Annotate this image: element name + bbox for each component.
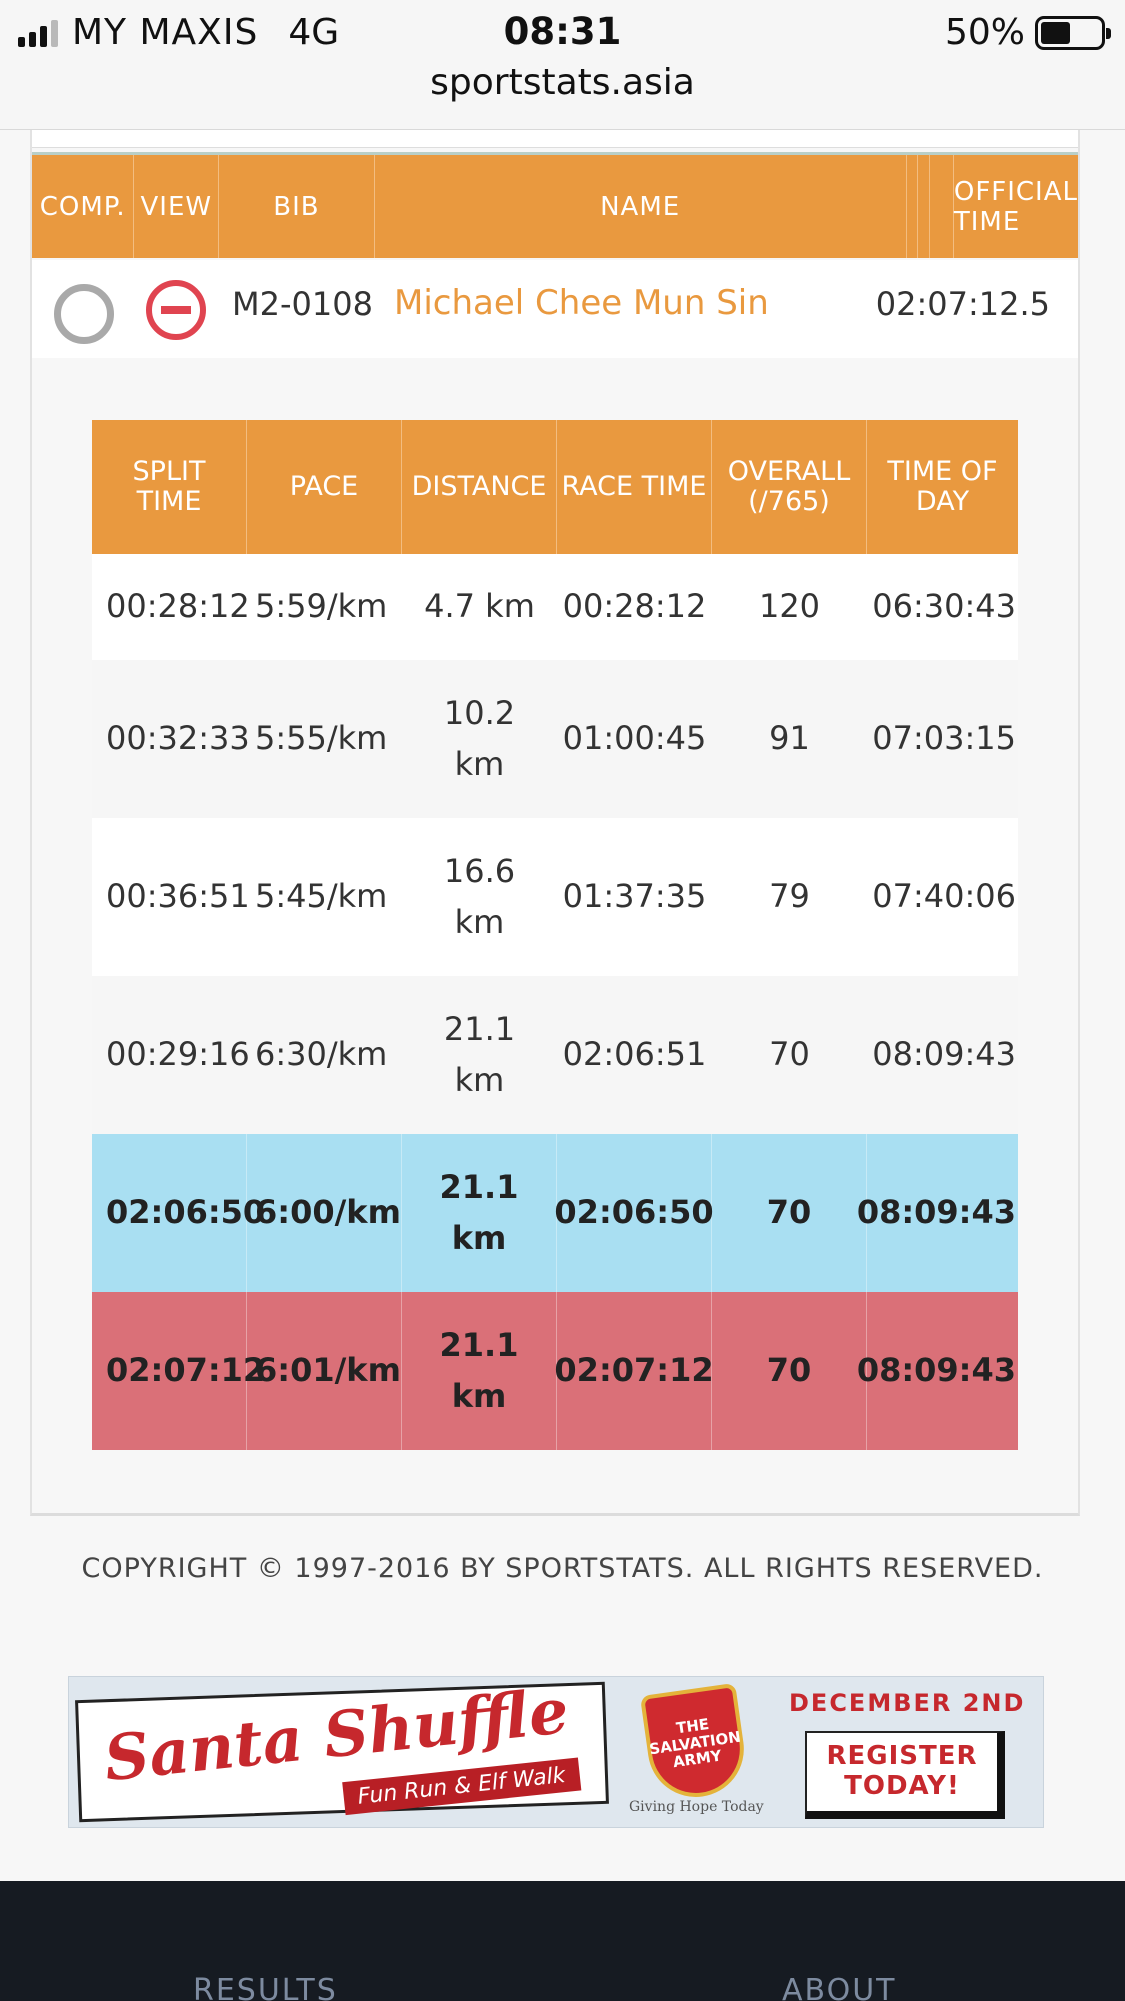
athlete-row xyxy=(32,260,1078,358)
header-pace: PACE xyxy=(247,420,402,554)
header-bib[interactable]: BIB xyxy=(219,155,375,258)
battery-level xyxy=(1041,21,1070,44)
cell-time-of-day: 08:09:43 xyxy=(856,1351,1016,1390)
split-row-finish-chip: 02:06:50 6:00/km 21.1 km 02:06:50 70 08:… xyxy=(92,1134,1018,1292)
splits-header: SPLIT TIME PACE DISTANCE RACE TIME OVERA… xyxy=(92,420,1018,554)
cell-split-time: 02:06:50 xyxy=(92,1134,265,1292)
cell-distance: 21.1 km xyxy=(443,1009,516,1099)
header-spacer xyxy=(930,155,954,258)
status-bar: MY MAXIS 4G 08:31 50% sportstats.asia xyxy=(0,0,1125,130)
battery-icon xyxy=(1035,15,1111,50)
split-row: 00:29:16 6:30/km 21.1 km 02:06:51 70 08:… xyxy=(92,976,1018,1134)
cell-pace: 5:59/km xyxy=(255,587,388,626)
compare-radio[interactable] xyxy=(54,284,114,344)
header-distance: DISTANCE xyxy=(402,420,557,554)
footer-link-results[interactable]: RESULTS xyxy=(193,1973,338,2001)
cell-race-time: 02:06:51 xyxy=(562,1035,707,1074)
status-left: MY MAXIS 4G xyxy=(18,12,339,53)
split-row: 00:32:33 5:55/km 10.2 km 01:00:45 91 07:… xyxy=(92,660,1018,818)
cell-race-time: 01:00:45 xyxy=(562,719,707,758)
ad-tagline: Giving Hope Today xyxy=(629,1799,764,1815)
athlete-name-link[interactable]: Michael Chee Mun Sin xyxy=(394,283,769,323)
cell-distance: 10.2 km xyxy=(443,693,516,783)
battery-percent: 50% xyxy=(944,12,1025,53)
cell-race-time: 02:07:12 xyxy=(554,1292,714,1450)
cell-split-time: 02:07:12 xyxy=(92,1292,265,1450)
cell-time-of-day: 07:40:06 xyxy=(872,877,1016,916)
athlete-official-time: 02:07:12.5 xyxy=(875,285,1050,323)
results-table-header: COMP. VIEW BIB NAME OFFICIAL TIME xyxy=(32,152,1078,258)
cell-time-of-day: 08:09:43 xyxy=(872,1035,1016,1074)
header-official-time[interactable]: OFFICIAL TIME xyxy=(953,176,1078,237)
header-view[interactable]: VIEW xyxy=(134,155,220,258)
header-spacer xyxy=(918,155,931,258)
carrier-label: MY MAXIS xyxy=(72,12,259,53)
cell-overall: 70 xyxy=(769,1035,810,1074)
cell-pace: 5:55/km xyxy=(255,719,388,758)
cell-pace: 5:45/km xyxy=(255,877,388,916)
header-name[interactable]: NAME xyxy=(375,155,907,258)
cell-pace: 6:30/km xyxy=(255,1035,388,1074)
copyright-text: COPYRIGHT © 1997-2016 BY SPORTSTATS. ALL… xyxy=(81,1553,1044,1584)
cell-overall: 120 xyxy=(758,587,821,626)
ad-banner[interactable]: Santa Shuffle Fun Run & Elf Walk THE SAL… xyxy=(68,1676,1044,1828)
panel-top-border xyxy=(32,130,1078,148)
cell-race-time: 01:37:35 xyxy=(562,877,707,916)
header-spacer xyxy=(907,155,919,258)
cell-overall: 70 xyxy=(712,1134,867,1292)
cell-time-of-day: 06:30:43 xyxy=(872,587,1016,626)
header-overall: OVERALL (/765) xyxy=(712,420,867,554)
header-split-time: SPLIT TIME xyxy=(92,420,247,554)
status-right: 50% xyxy=(944,12,1111,53)
signal-icon xyxy=(18,19,58,47)
cell-split-time: 00:32:33 xyxy=(106,719,250,758)
header-race-time: RACE TIME xyxy=(557,420,712,554)
footer-link-about[interactable]: ABOUT xyxy=(782,1973,897,2001)
split-row: 00:28:12 5:59/km 4.7 km 00:28:12 120 06:… xyxy=(92,554,1018,660)
athlete-bib: M2-0108 xyxy=(232,285,373,323)
cell-overall: 70 xyxy=(712,1292,867,1450)
address-bar-url[interactable]: sportstats.asia xyxy=(430,62,695,103)
cell-distance: 16.6 km xyxy=(443,851,516,941)
cell-overall: 91 xyxy=(769,719,810,758)
header-comp[interactable]: COMP. xyxy=(32,155,135,258)
cell-race-time: 02:06:50 xyxy=(554,1134,714,1292)
network-label: 4G xyxy=(288,12,340,53)
cell-distance: 21.1 km xyxy=(402,1134,557,1292)
register-today-button[interactable]: REGISTER TODAY! xyxy=(805,1731,1005,1819)
split-row-finish-gun: 02:07:12 6:01/km 21.1 km 02:07:12 70 08:… xyxy=(92,1292,1018,1450)
cell-race-time: 00:28:12 xyxy=(562,587,707,626)
ad-logo-card: Santa Shuffle Fun Run & Elf Walk xyxy=(75,1677,609,1823)
split-row: 00:36:51 5:45/km 16.6 km 01:37:35 79 07:… xyxy=(92,818,1018,976)
collapse-minus-icon[interactable] xyxy=(144,278,208,342)
cell-pace: 6:00/km xyxy=(247,1134,402,1292)
splits-table: SPLIT TIME PACE DISTANCE RACE TIME OVERA… xyxy=(92,420,1018,1450)
site-footer: RESULTS ABOUT xyxy=(0,1881,1125,2001)
salvation-army-shield-icon: THE SALVATION ARMY xyxy=(639,1682,751,1804)
clock: 08:31 xyxy=(503,10,622,53)
ad-date: DECEMBER 2ND xyxy=(789,1689,1026,1717)
cell-time-of-day: 08:09:43 xyxy=(856,1193,1016,1232)
cell-split-time: 00:36:51 xyxy=(106,877,250,916)
cell-split-time: 00:29:16 xyxy=(106,1035,250,1074)
cell-distance: 21.1 km xyxy=(402,1292,557,1450)
cell-distance: 4.7 km xyxy=(424,587,535,626)
header-time-of-day: TIME OF DAY xyxy=(887,456,998,517)
cell-pace: 6:01/km xyxy=(247,1292,402,1450)
cell-time-of-day: 07:03:15 xyxy=(872,719,1016,758)
cell-split-time: 00:28:12 xyxy=(106,587,250,626)
cell-overall: 79 xyxy=(769,877,810,916)
